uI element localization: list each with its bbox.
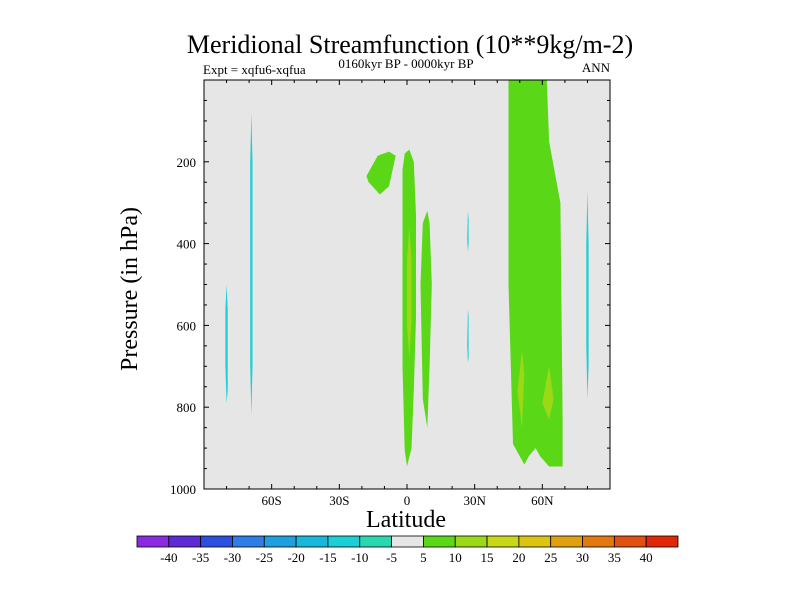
colorbar-box-13 xyxy=(550,535,583,548)
y-tick-label: 1000 xyxy=(170,482,196,497)
colorbar-box-5 xyxy=(295,535,329,548)
contour-region-10 xyxy=(467,210,469,252)
colorbar-box-11 xyxy=(486,535,520,548)
contour-region-2 xyxy=(542,366,554,420)
colorbar-label: 25 xyxy=(544,550,557,565)
colorbar-label: 40 xyxy=(640,550,653,565)
colorbar-box-0 xyxy=(136,535,170,548)
colorbar-label: -20 xyxy=(287,550,304,565)
colorbar-box-9 xyxy=(423,535,456,548)
chart-subtitle-left: Expt = xqfu6-xqfua xyxy=(203,62,306,77)
colorbar-box-2 xyxy=(200,535,233,548)
contour-region-11 xyxy=(467,309,469,363)
y-axis: 200 400 600 800 1000 xyxy=(170,79,610,497)
colorbar-box-7 xyxy=(359,535,392,548)
y-tick-label: 800 xyxy=(177,400,197,415)
colorbar-box-1 xyxy=(168,535,202,548)
colorbar-box-4 xyxy=(263,535,297,548)
colorbar-label: -35 xyxy=(192,550,209,565)
colorbar-label: 5 xyxy=(420,550,427,565)
colorbar-box-16 xyxy=(645,535,679,548)
chart-title: Meridional Streamfunction (10**9kg/m-2) xyxy=(187,30,633,59)
x-axis-label: Latitude xyxy=(366,507,446,533)
colorbar-label: -30 xyxy=(224,550,241,565)
colorbar-label: -40 xyxy=(160,550,177,565)
contour-region-7 xyxy=(225,284,228,404)
colorbar-label: 15 xyxy=(481,550,494,565)
contour-regions xyxy=(225,80,589,467)
colorbar-label: 30 xyxy=(576,550,589,565)
contour-region-1 xyxy=(517,349,525,428)
colorbar-box-8 xyxy=(391,535,424,548)
colorbar-box-3 xyxy=(232,535,265,548)
y-tick-label: 200 xyxy=(177,155,197,170)
x-tick-label: 60N xyxy=(531,493,554,508)
colorbar-label: 35 xyxy=(608,550,621,565)
colorbar-box-14 xyxy=(582,535,615,548)
colorbar-label: 10 xyxy=(449,550,462,565)
colorbar-box-12 xyxy=(518,535,552,548)
colorbar-label: -5 xyxy=(386,550,397,565)
x-tick-label: 30S xyxy=(329,493,349,508)
x-tick-label: 0 xyxy=(404,493,411,508)
chart-subtitle-center: 0160kyr BP - 0000kyr BP xyxy=(338,56,473,71)
y-axis-label: Pressure (in hPa) xyxy=(117,207,143,371)
x-tick-label: 60S xyxy=(262,493,282,508)
colorbar-label: -10 xyxy=(351,550,368,565)
contour-region-4 xyxy=(407,227,412,359)
colorbar-box-10 xyxy=(454,535,488,548)
colorbar-label: 20 xyxy=(512,550,525,565)
colorbar: -40 -35 -30 -25 -20 -15 -10 -5 5 10 15 20 25 30 35 40 xyxy=(136,535,679,565)
contour-region-5 xyxy=(420,210,432,428)
colorbar-label: -15 xyxy=(319,550,336,565)
x-tick-label: 30N xyxy=(463,493,486,508)
colorbar-box-6 xyxy=(327,535,361,548)
colorbar-label: -25 xyxy=(256,550,273,565)
contour-region-6 xyxy=(366,151,396,195)
chart-subtitle-right: ANN xyxy=(582,60,611,75)
colorbar-box-15 xyxy=(613,535,647,548)
contour-region-8 xyxy=(250,112,253,416)
x-axis: 60S 30S 0 30N 60N xyxy=(203,80,611,508)
y-tick-label: 600 xyxy=(177,318,197,333)
y-tick-label: 400 xyxy=(177,237,197,252)
contour-region-9 xyxy=(586,190,589,399)
